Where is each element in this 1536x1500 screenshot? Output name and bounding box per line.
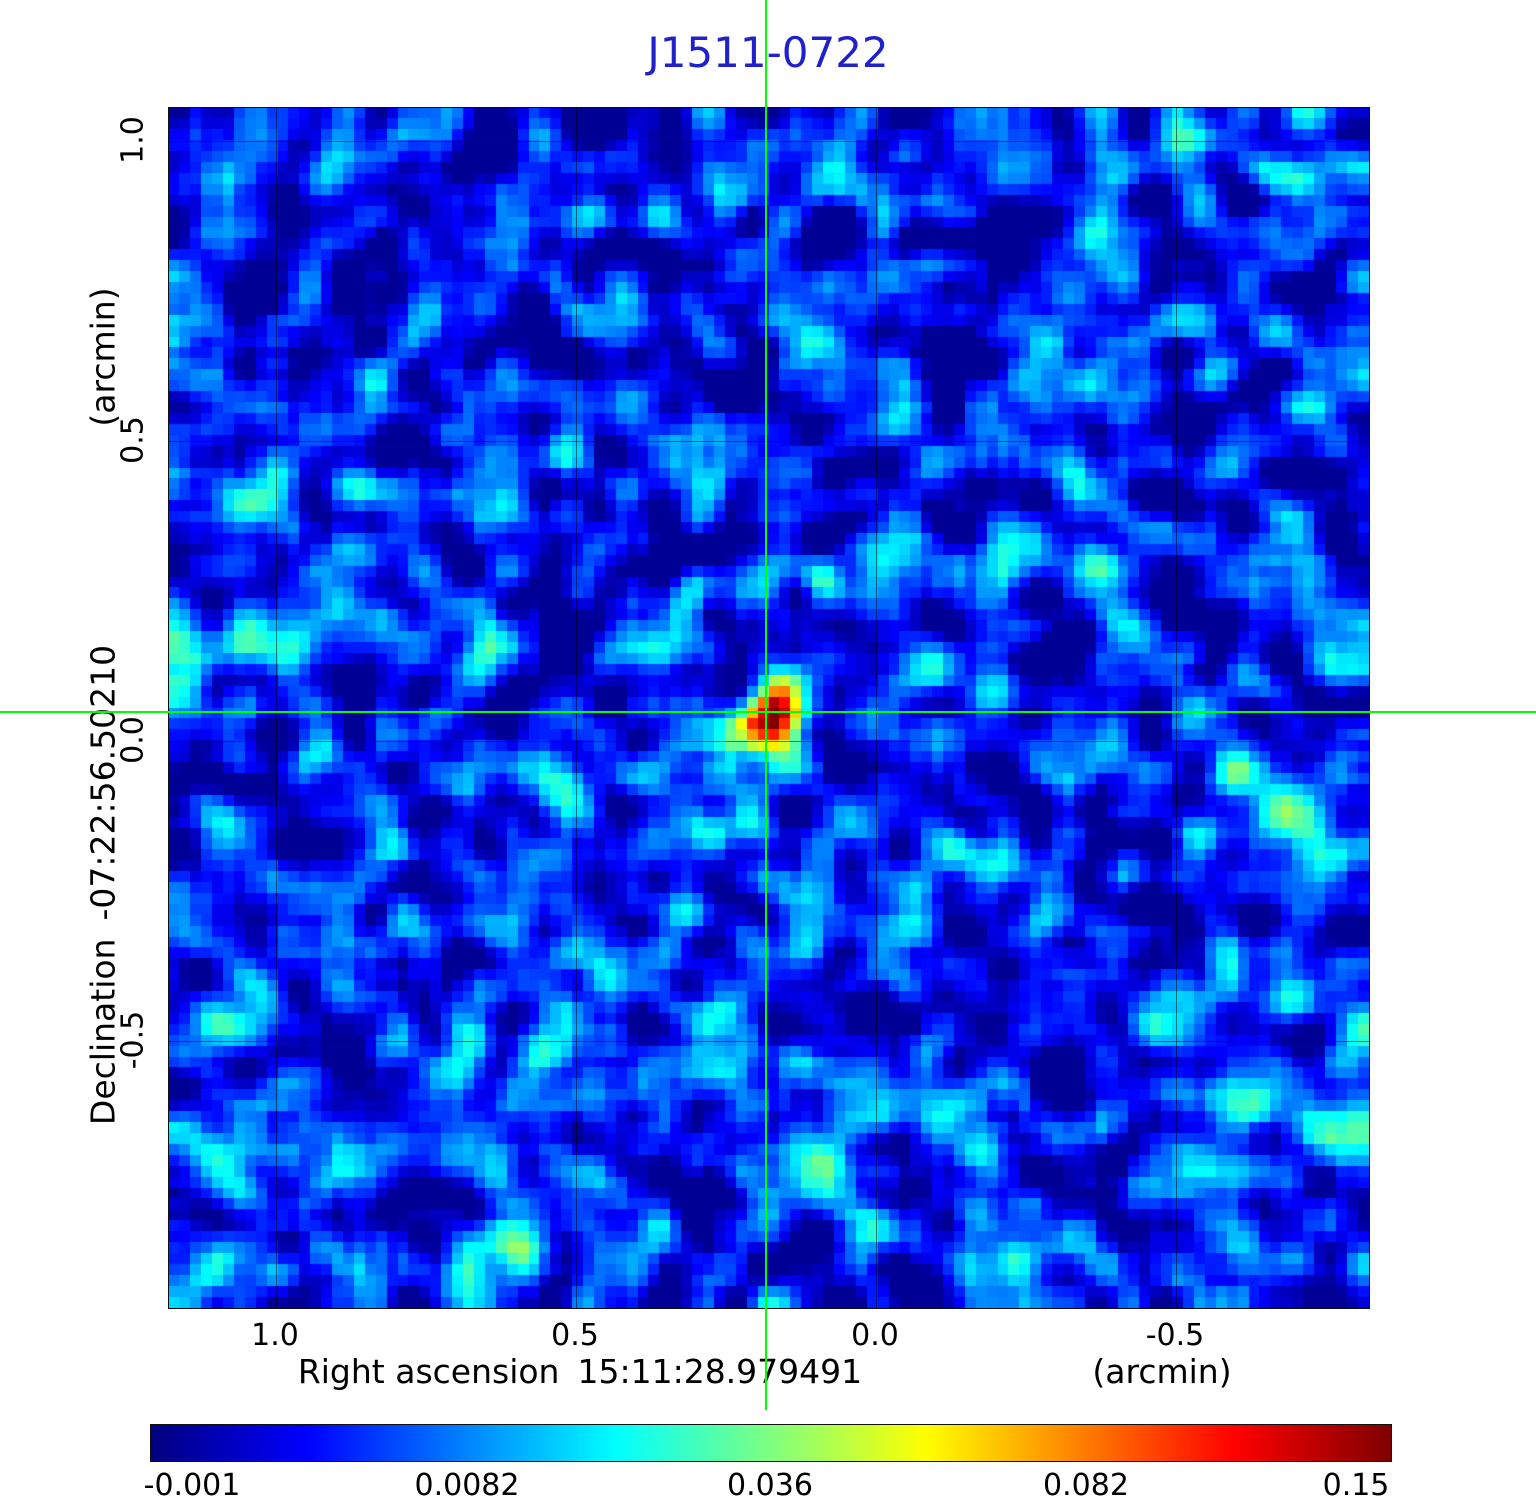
y-axis-title: Declination -07:22:56.50210 [84, 645, 123, 1125]
sky-map-canvas [169, 108, 1369, 1308]
x-axis-unit: (arcmin) [1092, 1352, 1232, 1391]
x-axis-title-value: 15:11:28.979491 [577, 1352, 863, 1391]
x-tick-label: 0.5 [551, 1318, 599, 1353]
x-axis-title-text: Right ascension [297, 1352, 560, 1391]
grid-line-horizontal [169, 1041, 1369, 1042]
x-tick-label: -0.5 [1145, 1318, 1205, 1353]
x-tick-label: 0.0 [851, 1318, 899, 1353]
colorbar-tick-label: 0.082 [1043, 1468, 1129, 1500]
colorbar [150, 1424, 1392, 1462]
grid-line-vertical [276, 108, 277, 1308]
grid-line-vertical [576, 108, 577, 1308]
y-axis-unit: (arcmin) [83, 287, 123, 427]
colorbar-tick-label: 0.036 [727, 1468, 813, 1500]
crosshair-horizontal-line [0, 711, 1536, 713]
x-tick-label: 1.0 [251, 1318, 299, 1353]
grid-line-horizontal [169, 441, 1369, 442]
x-axis-title: Right ascension 15:11:28.979491 [298, 1352, 862, 1391]
colorbar-tick-label: 0.15 [1322, 1468, 1390, 1500]
crosshair-vertical-line [765, 0, 767, 1410]
colorbar-tick-label: 0.0082 [414, 1468, 520, 1500]
grid-line-vertical [876, 108, 877, 1308]
grid-line-horizontal [169, 741, 1369, 742]
grid-line-vertical [1176, 108, 1177, 1308]
figure-title: J1511-0722 [647, 28, 889, 77]
colorbar-tick-label: -0.001 [143, 1468, 241, 1500]
sky-map [168, 107, 1370, 1309]
y-tick-label: 1.0 [115, 116, 151, 164]
grid-line-horizontal [169, 141, 1369, 142]
y-axis-title-value: -07:22:56.50210 [83, 644, 123, 921]
y-axis-title-text: Declination [83, 938, 123, 1126]
